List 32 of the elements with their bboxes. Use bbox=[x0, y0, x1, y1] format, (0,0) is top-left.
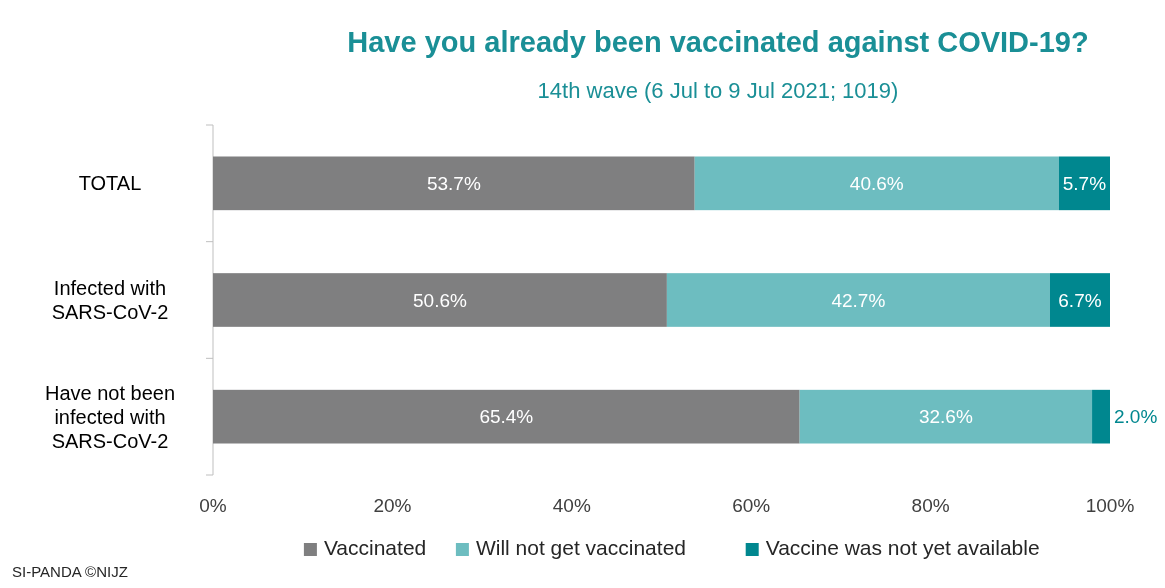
x-tick-label: 100% bbox=[1085, 495, 1135, 516]
bar bbox=[1049, 273, 1110, 327]
bar bbox=[213, 273, 667, 327]
bar bbox=[213, 389, 800, 444]
data-label: 2.0% bbox=[1114, 406, 1158, 428]
data-label: 5.7% bbox=[1062, 172, 1107, 194]
data-label: 6.7% bbox=[1058, 289, 1102, 311]
y-tick-label: Infected with SARS-CoV-2 bbox=[51, 277, 169, 323]
data-label: 40.6% bbox=[849, 172, 904, 194]
x-tick-label: 80% bbox=[911, 495, 950, 516]
bar bbox=[213, 156, 695, 211]
x-tick-label: 20% bbox=[373, 495, 412, 516]
y-tick-label: TOTAL bbox=[78, 172, 142, 195]
x-tick-label: 40% bbox=[552, 495, 591, 516]
chart-subtitle: 14th wave (6 Jul to 9 Jul 2021; 1019) bbox=[537, 78, 899, 103]
text: SI-PANDA ©NIJZ bbox=[12, 563, 128, 580]
legend-label: Vaccinated bbox=[323, 536, 427, 559]
legend-label: Vaccine was not yet available bbox=[765, 536, 1040, 559]
data-label: 50.6% bbox=[413, 289, 467, 311]
x-tick-label: 0% bbox=[199, 495, 227, 516]
legend-label: Will not get vaccinated bbox=[475, 536, 687, 559]
chart-title: Have you already been vaccinated against COVID-19? bbox=[347, 26, 1089, 58]
data-label: 42.7% bbox=[831, 289, 886, 311]
data-label: 65.4% bbox=[479, 406, 534, 428]
bar bbox=[694, 156, 1059, 211]
x-tick-label: 60% bbox=[732, 495, 771, 516]
y-tick-label: Have not been infected with SARS-CoV-2 bbox=[44, 381, 176, 452]
bar bbox=[666, 273, 1050, 327]
data-label: 32.6% bbox=[918, 406, 973, 428]
data-label: 53.7% bbox=[426, 172, 481, 194]
bar bbox=[1092, 389, 1110, 444]
bar bbox=[799, 389, 1093, 444]
